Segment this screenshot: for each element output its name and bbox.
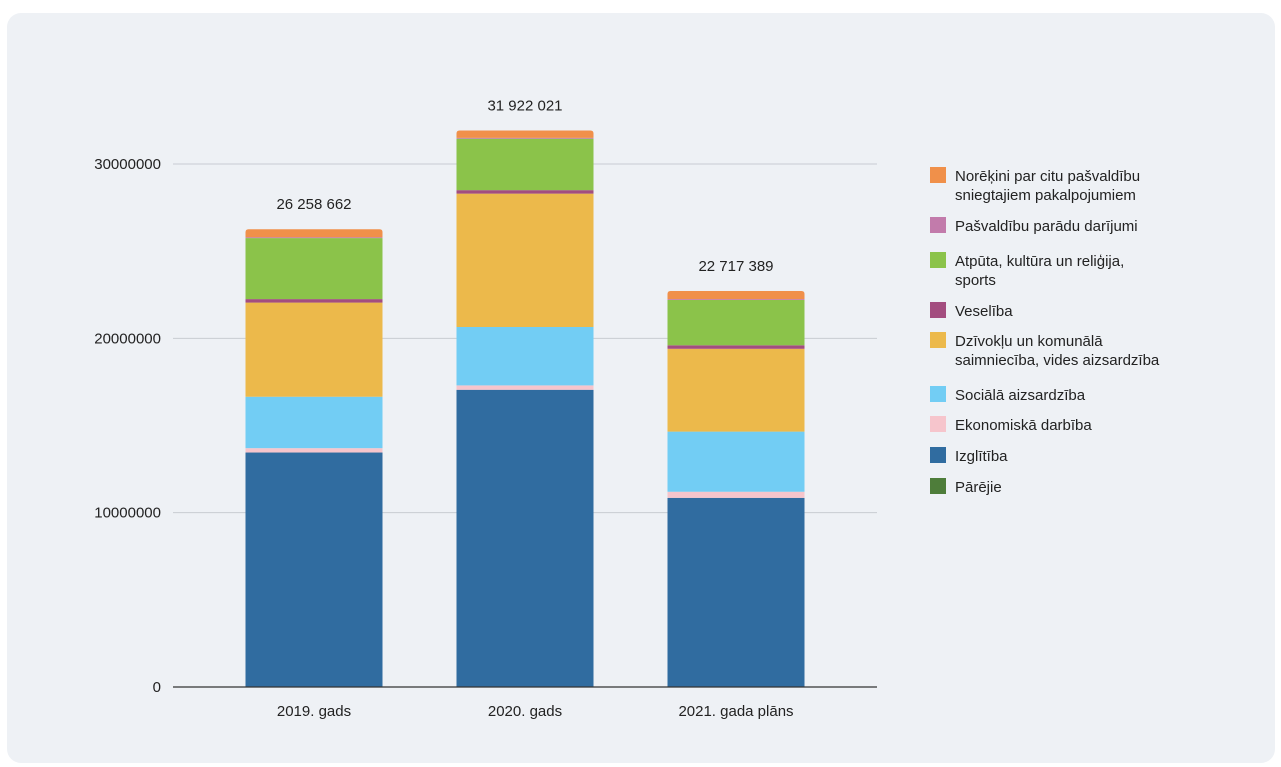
bar-segment	[667, 290, 805, 300]
legend-label: Izglītība	[955, 448, 1008, 465]
bar-segment	[245, 238, 383, 300]
bar-segment	[245, 229, 383, 238]
bar-segment	[245, 452, 383, 687]
legend-label-line: Norēķini par citu pašvaldību	[955, 168, 1140, 185]
stacked-bar-chart: 0 10000000 20000000 30000000 26 258 662 2019.…	[94, 98, 1160, 720]
bar-segment	[667, 299, 805, 346]
legend-swatch	[930, 332, 946, 348]
x-tick-label: 2019. gads	[277, 703, 351, 720]
legend-swatch	[930, 217, 946, 233]
bar-segment	[667, 299, 805, 300]
legend-label-line: Sociālā aizsardzība	[955, 387, 1086, 404]
bar-segment	[456, 193, 594, 328]
legend-label: Pārējie	[955, 479, 1002, 496]
bar-segment	[456, 130, 594, 138]
chart-card: 0 10000000 20000000 30000000 26 258 662 2019.…	[7, 13, 1275, 763]
legend-label-line: Pārējie	[955, 479, 1002, 496]
legend-label: Norēķini par citu pašvaldību sniegtajiem …	[955, 168, 1140, 204]
legend-label: Pašvaldību parādu darījumi	[955, 218, 1138, 235]
bar-segment	[456, 327, 594, 386]
bar-segment	[667, 497, 805, 687]
legend-label: Veselība	[955, 303, 1013, 320]
bar-total-label: 26 258 662	[276, 196, 351, 213]
legend-swatch	[930, 478, 946, 494]
bar-segment	[667, 491, 805, 498]
legend-label-line: sniegtajiem pakalpojumiem	[955, 187, 1136, 204]
legend-label: Sociālā aizsardzība	[955, 387, 1086, 404]
x-tick-label: 2020. gads	[488, 703, 562, 720]
bar-segment	[245, 299, 383, 303]
legend-swatch	[930, 167, 946, 183]
y-tick-label: 0	[153, 679, 161, 696]
bar-segment	[456, 389, 594, 687]
legend-label-line: saimniecība, vides aizsardzība	[955, 352, 1160, 369]
bar-segment	[245, 302, 383, 397]
legend-swatch	[930, 386, 946, 402]
y-tick-label: 10000000	[94, 505, 161, 522]
bar-segment	[456, 138, 594, 191]
legend-label: Dzīvokļu un komunālā saimniecība, vides a…	[955, 333, 1160, 369]
bar-segment	[667, 431, 805, 492]
bar-total-label: 22 717 389	[698, 258, 773, 275]
legend-label-line: sports	[955, 272, 996, 289]
bar-segment	[245, 448, 383, 453]
y-tick-label: 30000000	[94, 156, 161, 173]
legend-label: Atpūta, kultūra un reliģija, sports	[955, 253, 1124, 289]
bar-total-label: 31 922 021	[487, 98, 562, 115]
legend-swatch	[930, 252, 946, 268]
legend-label-line: Izglītība	[955, 448, 1008, 465]
y-tick-label: 20000000	[94, 330, 161, 347]
bar-segment	[245, 396, 383, 449]
legend-swatch	[930, 447, 946, 463]
x-tick-label: 2021. gada plāns	[678, 703, 793, 720]
legend-label-line: Veselība	[955, 303, 1013, 320]
legend-label-line: Atpūta, kultūra un reliģija,	[955, 253, 1124, 270]
bar-segment	[456, 137, 594, 139]
bar-segment	[667, 345, 805, 349]
bar-segment	[667, 348, 805, 432]
bar-segment	[456, 385, 594, 390]
legend-label-line: Pašvaldību parādu darījumi	[955, 218, 1138, 235]
legend-swatch	[930, 416, 946, 432]
legend-label: Ekonomiskā darbība	[955, 417, 1092, 434]
legend-swatch	[930, 302, 946, 318]
bar-segment	[456, 190, 594, 194]
legend-label-line: Dzīvokļu un komunālā	[955, 333, 1103, 350]
legend-label-line: Ekonomiskā darbība	[955, 417, 1092, 434]
bar-segment	[245, 237, 383, 239]
